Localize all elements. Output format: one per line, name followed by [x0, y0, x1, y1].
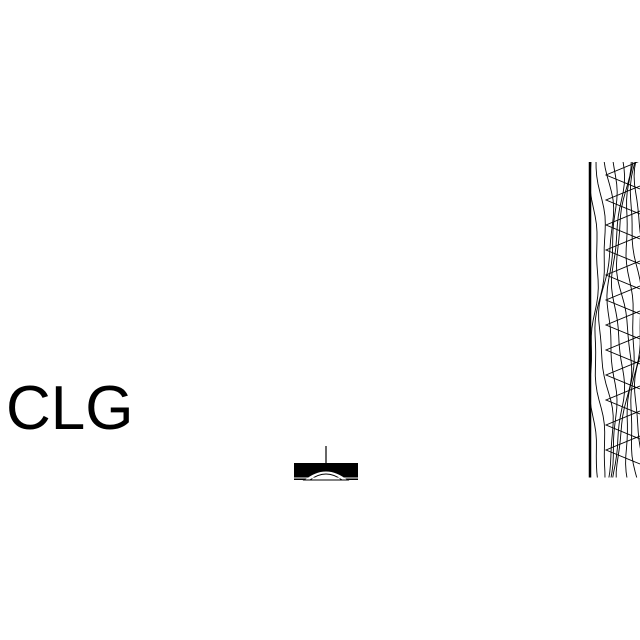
wood-grain-line — [625, 162, 635, 478]
wood-grain-chevron — [604, 260, 640, 290]
wood-grain-chevron — [604, 385, 640, 415]
wood-grain-chevron — [604, 185, 640, 215]
wood-grain-chevron — [604, 162, 640, 190]
wood-grain-chevron — [604, 285, 640, 315]
wood-grain-chevron — [604, 310, 640, 340]
wood-grain-line — [594, 162, 606, 478]
wood-grain-chevron — [604, 235, 640, 265]
wood-grain-wall-section — [588, 162, 640, 478]
ceiling-label: CLG — [6, 374, 134, 443]
wood-grain-line — [598, 162, 615, 478]
wood-grain-line — [590, 162, 599, 478]
wood-grain-line — [606, 162, 618, 478]
wood-grain-line — [633, 162, 640, 449]
wood-grain-line — [629, 162, 640, 478]
wood-grain-chevron — [604, 210, 640, 240]
wood-grain-chevron — [604, 360, 640, 390]
wood-grain-line — [610, 162, 626, 478]
wood-grain-chevron — [604, 335, 640, 365]
wood-grain-chevron — [604, 435, 640, 465]
wood-grain-chevron — [604, 410, 640, 440]
ceiling-fixture-icon — [294, 446, 358, 481]
